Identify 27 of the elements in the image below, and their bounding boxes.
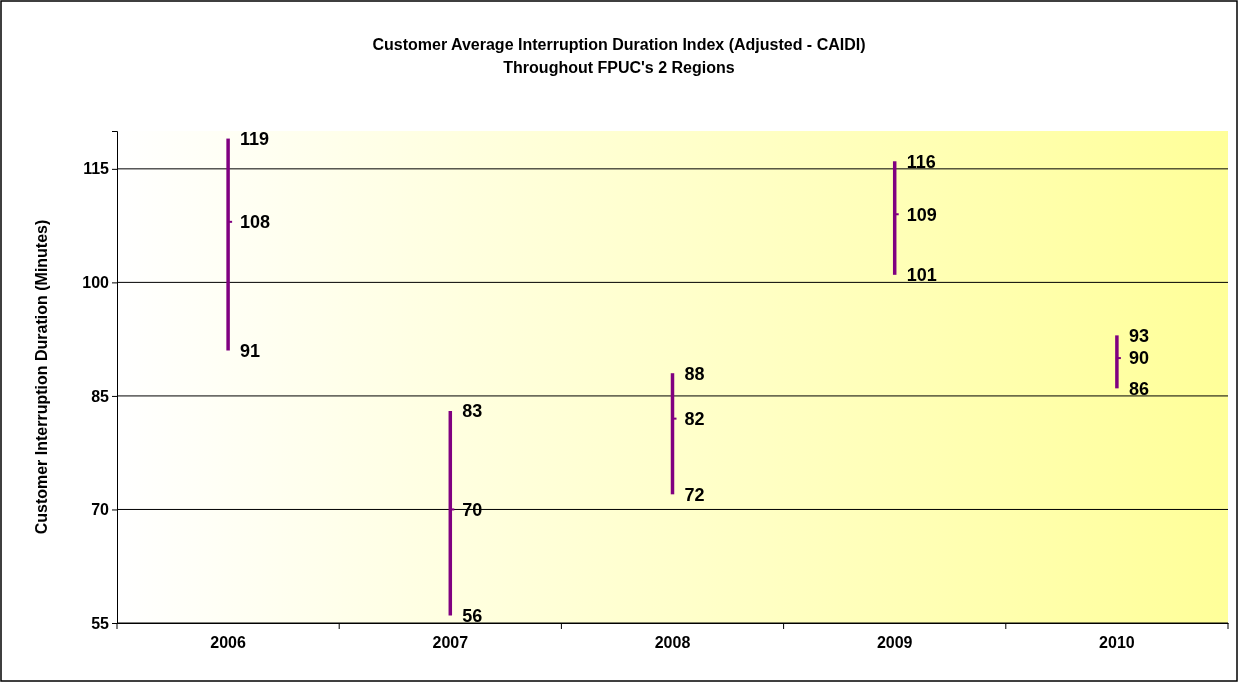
data-label: 108 [240, 212, 271, 233]
annotation: 83 [462, 401, 483, 422]
y-tick-label: 55 [91, 614, 110, 632]
data-label: 90 [1128, 348, 1149, 369]
x-tick-label: 2006 [210, 634, 246, 652]
data-label: 82 [684, 408, 705, 429]
data-label: 109 [906, 204, 937, 225]
annotation: 101 [906, 265, 937, 286]
y-tick-label: 70 [91, 501, 110, 519]
annotation: 56 [462, 605, 483, 626]
annotation: 93 [1128, 325, 1149, 346]
y-tick-label: 85 [91, 387, 110, 405]
y-tick-label: 115 [83, 160, 110, 178]
annotation: 88 [684, 363, 705, 384]
x-tick-label: 2007 [432, 634, 469, 652]
chart-subtitle: Throughout FPUC's 2 Regions [503, 59, 735, 76]
x-tick-label: 2008 [654, 634, 691, 652]
y-axis-title: Customer Interruption Duration (Minutes) [33, 219, 50, 535]
annotation: 86 [1128, 378, 1149, 399]
x-tick-label: 2010 [1099, 634, 1135, 652]
annotation: 119 [240, 128, 270, 149]
x-tick-label: 2009 [876, 634, 913, 652]
y-tick-label: 100 [82, 274, 110, 291]
chart-title: Customer Average Interruption Duration Index (Adjusted - CAIDI) [372, 36, 866, 53]
annotation: 91 [240, 340, 261, 361]
annotation: 116 [906, 151, 936, 172]
annotation: 72 [684, 484, 705, 505]
